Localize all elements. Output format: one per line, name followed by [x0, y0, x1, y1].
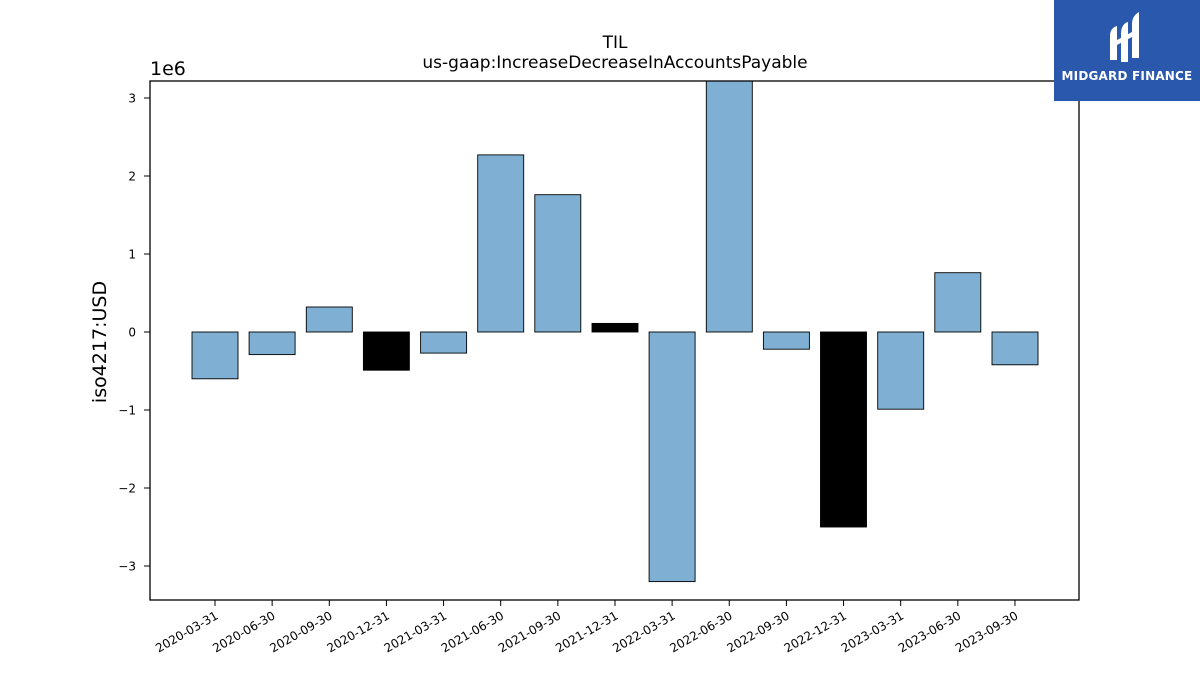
x-tick-label: 2022-06-30 [667, 608, 734, 655]
x-tick-label: 2020-09-30 [267, 608, 334, 655]
x-tick-label: 2022-12-31 [782, 608, 849, 655]
y-axis-label: iso4217:USD [89, 281, 111, 403]
y-tick-label: −1 [118, 404, 136, 418]
bar-2022-09-30 [762, 331, 810, 350]
y-tick-label: 0 [128, 326, 136, 340]
x-tick-label: 2020-06-30 [210, 608, 277, 655]
y-tick-label: 2 [128, 170, 136, 184]
y-tick-label: 3 [128, 92, 136, 106]
bar-2023-03-31 [877, 331, 925, 410]
x-tick-label: 2022-09-30 [724, 608, 791, 655]
bar-2022-06-30 [705, 81, 753, 333]
y-tick-label: −2 [118, 482, 136, 496]
x-tick-label: 2023-06-30 [896, 608, 963, 655]
midgard-logo-icon [1110, 12, 1139, 62]
plot-frame [149, 80, 1080, 601]
x-tick-label: 2020-03-31 [153, 608, 220, 655]
bar-2020-12-31 [362, 331, 410, 371]
x-tick-label: 2021-03-31 [382, 608, 449, 655]
bar-2021-09-30 [534, 194, 582, 333]
bar-2023-09-30 [991, 331, 1039, 366]
brand-logo: MIDGARD FINANCE [1054, 0, 1200, 101]
x-tick-label: 2021-12-31 [553, 608, 620, 655]
brand-name: MIDGARD FINANCE [1061, 69, 1193, 83]
bar-2022-03-31 [648, 331, 696, 583]
bar-2020-09-30 [305, 306, 353, 333]
chart-title: TIL [602, 33, 628, 53]
x-axis-ticks: 2020-03-312020-06-302020-09-302020-12-31… [153, 600, 1020, 655]
bar-2020-06-30 [248, 331, 296, 356]
x-tick-label: 2023-09-30 [953, 608, 1020, 655]
bar-2021-03-31 [420, 331, 468, 354]
chart-subtitle: us-gaap:IncreaseDecreaseInAccountsPayabl… [422, 53, 807, 73]
bar-2023-06-30 [934, 272, 982, 333]
y-multiplier-label: 1e6 [150, 58, 186, 80]
bar-2021-12-31 [591, 322, 639, 333]
bar-2021-06-30 [477, 154, 525, 333]
x-tick-label: 2022-03-31 [610, 608, 677, 655]
bar-2022-12-31 [820, 331, 867, 528]
bar-2020-03-31 [191, 331, 239, 380]
x-tick-label: 2021-06-30 [439, 608, 506, 655]
y-tick-label: −3 [118, 560, 136, 574]
bars-group [191, 81, 1039, 583]
y-axis-ticks: −3 −2 −1 0 1 2 3 [118, 92, 150, 574]
x-tick-label: 2020-12-31 [325, 608, 392, 655]
y-tick-label: 1 [128, 248, 136, 262]
x-tick-label: 2023-03-31 [839, 608, 906, 655]
x-tick-label: 2021-09-30 [496, 608, 563, 655]
